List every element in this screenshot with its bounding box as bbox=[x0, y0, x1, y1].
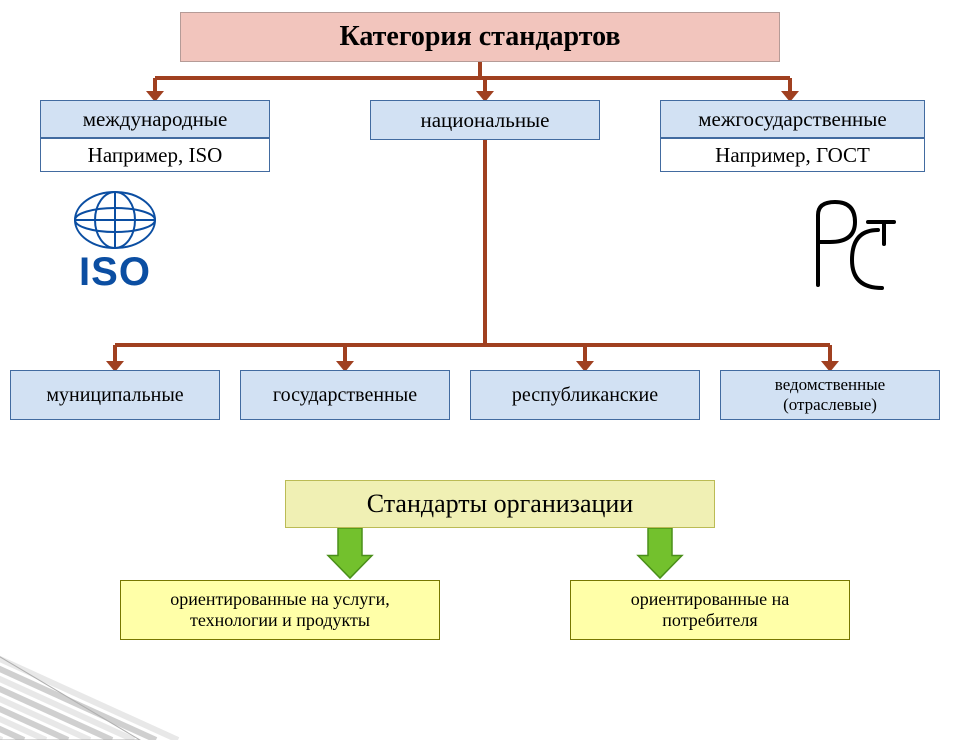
org-oriented-services: ориентированные на услуги, технологии и … bbox=[120, 580, 440, 640]
subcategory-0: муниципальные bbox=[10, 370, 220, 420]
label: Например, ISO bbox=[88, 143, 223, 168]
iso-text: ISO bbox=[79, 250, 151, 295]
label: межгосударственные bbox=[698, 107, 886, 132]
rst-logo bbox=[790, 190, 900, 305]
label: международные bbox=[83, 107, 228, 132]
title-text: Категория стандартов bbox=[339, 21, 620, 53]
iso-logo: ISO bbox=[70, 190, 160, 295]
subcategory-3: ведомственные (отраслевые) bbox=[720, 370, 940, 420]
category-international-example: Например, ISO bbox=[40, 138, 270, 172]
label: Например, ГОСТ bbox=[715, 143, 870, 168]
org-standards-title: Стандарты организации bbox=[285, 480, 715, 528]
category-interstate-example: Например, ГОСТ bbox=[660, 138, 925, 172]
subcategory-1: государственные bbox=[240, 370, 450, 420]
category-interstate: межгосударственные bbox=[660, 100, 925, 138]
label: ориентированные на потребителя bbox=[581, 589, 839, 631]
label: ориентированные на услуги, технологии и … bbox=[131, 589, 429, 631]
category-international: международные bbox=[40, 100, 270, 138]
label: национальные bbox=[420, 108, 549, 133]
org-oriented-consumer: ориентированные на потребителя bbox=[570, 580, 850, 640]
category-national: национальные bbox=[370, 100, 600, 140]
subcategory-2: республиканские bbox=[470, 370, 700, 420]
label: Стандарты организации bbox=[367, 489, 633, 519]
title-box: Категория стандартов bbox=[180, 12, 780, 62]
